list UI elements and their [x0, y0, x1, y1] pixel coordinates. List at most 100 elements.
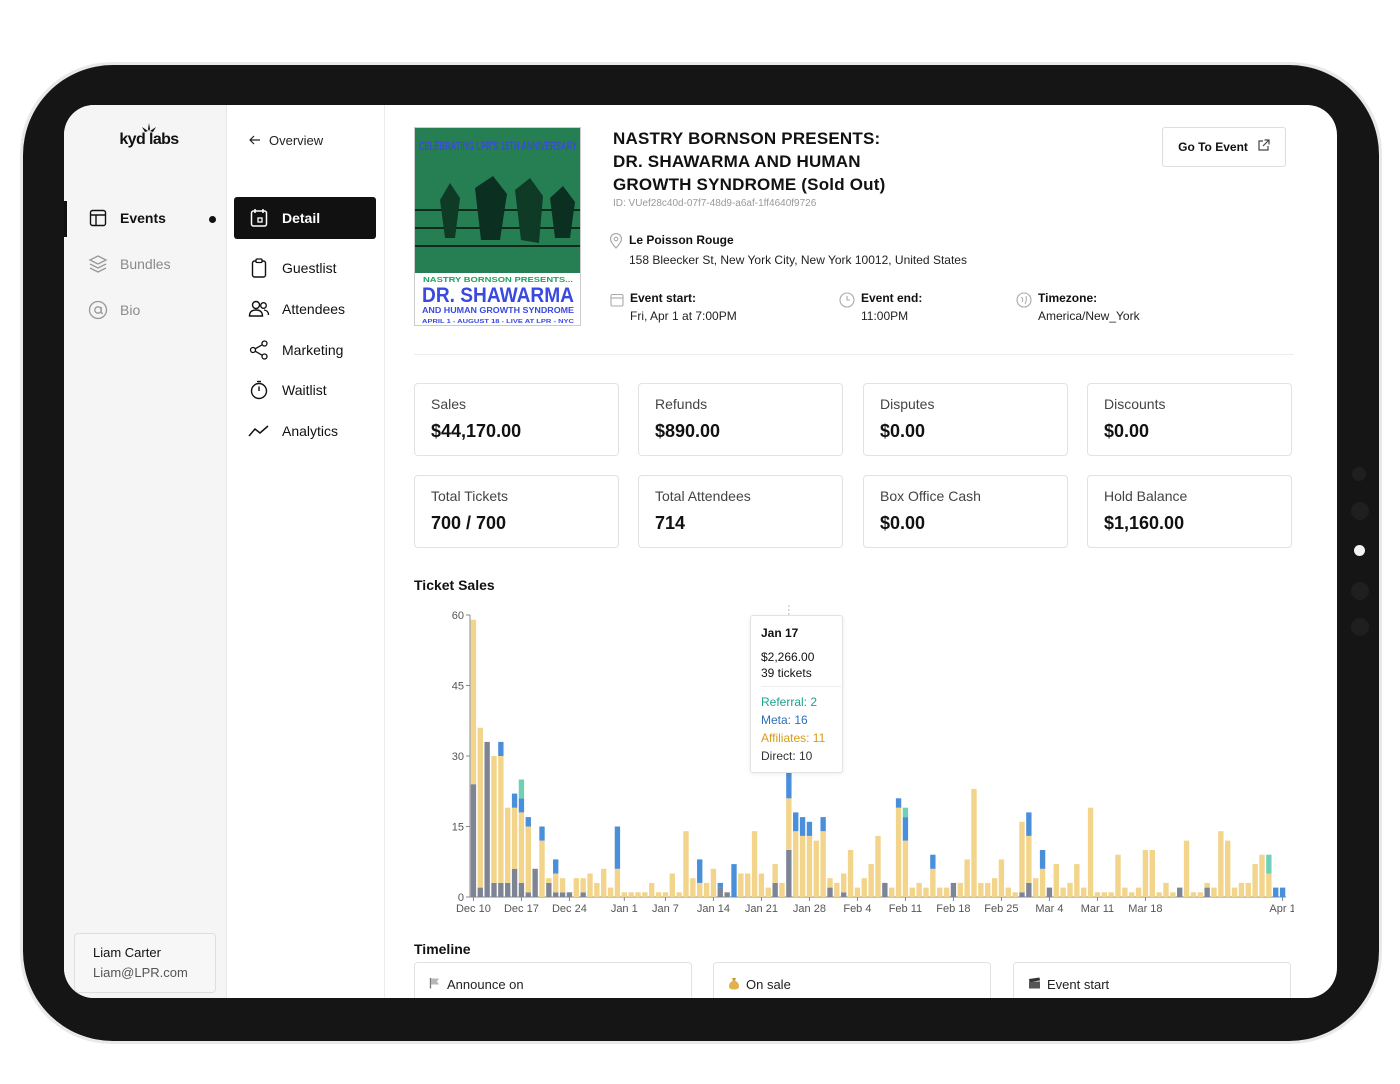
- timeline-label: Announce on: [447, 977, 524, 992]
- bar-segment-affiliates: [1067, 882, 1073, 897]
- bar-segment-affiliates: [1060, 887, 1066, 897]
- bar-segment-meta: [1279, 887, 1286, 897]
- at-icon: [88, 300, 108, 320]
- bar-segment-direct: [717, 887, 723, 897]
- bar-segment-affiliates: [916, 882, 922, 897]
- bar-segment-affiliates: [690, 878, 696, 897]
- poster-footer: APRIL 1 - AUGUST 18 - LIVE AT LPR - NYC: [422, 319, 574, 325]
- ticket-sales-chart[interactable]: 0 15 30 45 60 Dec 10 Dec 17 Dec 24 Jan 1 Jan 7 Jan…: [414, 601, 1294, 919]
- x-tick-label: Feb 11: [889, 903, 922, 915]
- layers-icon: [88, 254, 108, 274]
- bar-segment-meta: [799, 817, 806, 836]
- tab-analytics[interactable]: Analytics: [234, 410, 376, 452]
- calendar-icon: [610, 293, 624, 307]
- tab-marketing[interactable]: Marketing: [234, 329, 376, 371]
- bar-segment-affiliates: [1225, 840, 1231, 897]
- event-subnav: Overview Detail Guestlist Attendees Mark…: [227, 105, 385, 998]
- bar-segment-affiliates: [799, 835, 806, 897]
- bar-segment-affiliates: [820, 831, 826, 897]
- timezone-value: America/New_York: [1038, 309, 1140, 323]
- clock-icon: [839, 292, 855, 308]
- user-card[interactable]: Liam Carter Liam@LPR.com: [74, 933, 216, 993]
- user-name: Liam Carter: [93, 945, 161, 960]
- tooltip-date: Jan 17: [761, 626, 799, 640]
- bar-segment-affiliates: [964, 859, 970, 897]
- divider: [414, 354, 1294, 355]
- poster-presents: NASTRY BORNSON PRESENTS...: [423, 277, 573, 284]
- poster-subline: AND HUMAN GROWTH SYNDROME: [422, 306, 575, 315]
- y-tick-label: 30: [452, 751, 464, 763]
- bar-segment-affiliates: [1218, 831, 1224, 897]
- poster-top-text: CELEBRATING LPR'S 15TH ANNIVERSARY: [419, 139, 577, 153]
- bar-segment-affiliates: [1211, 887, 1217, 897]
- bar-segment-affiliates: [793, 831, 799, 897]
- tab-label: Attendees: [282, 301, 346, 317]
- timeline-card-on-sale[interactable]: On sale: [713, 962, 991, 998]
- main-content: CELEBRATING LPR'S 15TH ANNIVERSARY NASTR…: [385, 105, 1337, 998]
- back-link[interactable]: Overview: [249, 133, 323, 148]
- go-to-event-button[interactable]: Go To Event: [1162, 127, 1286, 167]
- stat-card-box-office-cash: Box Office Cash $0.00: [863, 475, 1068, 548]
- event-poster[interactable]: CELEBRATING LPR'S 15TH ANNIVERSARY NASTR…: [414, 127, 581, 326]
- bar-segment-meta: [511, 793, 518, 808]
- bar-segment-affiliates: [923, 887, 929, 897]
- sidebar-item-bundles[interactable]: Bundles: [64, 246, 227, 282]
- bar-segment-affiliates: [772, 864, 778, 883]
- bar-segment-meta: [717, 882, 723, 888]
- flag-icon: [429, 977, 441, 998]
- venue-address: 158 Bleecker St, New York City, New York…: [629, 253, 967, 267]
- stat-card-sales: Sales $44,170.00: [414, 383, 619, 456]
- bar-segment-affiliates: [985, 882, 991, 897]
- tab-detail[interactable]: Detail: [234, 197, 376, 239]
- bar-segment-affiliates: [1231, 887, 1238, 897]
- x-tick-label: Feb 18: [936, 903, 970, 915]
- sidebar-item-bio[interactable]: Bio: [64, 292, 227, 328]
- bar-segment-affiliates: [1087, 807, 1094, 897]
- globe-icon: [1016, 292, 1032, 308]
- bar-segment-direct: [559, 892, 566, 897]
- bar-segment-affiliates: [875, 835, 881, 897]
- bar-segment-affiliates: [669, 873, 675, 897]
- timeline-card-event-start[interactable]: Event start: [1013, 962, 1291, 998]
- tooltip-referral: Referral: 2: [761, 695, 818, 709]
- poster-headline: DR. SHAWARMA: [422, 284, 574, 307]
- sidebar-item-events[interactable]: Events: [64, 200, 227, 236]
- logo-mark-icon: [142, 123, 156, 132]
- x-tick-label: Jan 7: [652, 903, 679, 915]
- x-tick-label: Jan 14: [697, 903, 730, 915]
- bar-segment-affiliates: [491, 756, 497, 883]
- bar-segment-affiliates: [841, 873, 847, 893]
- stat-value: $0.00: [880, 421, 926, 441]
- bar-segment-meta: [1273, 887, 1279, 897]
- bar-segment-affiliates: [683, 831, 689, 897]
- bar-segment-affiliates: [546, 878, 552, 883]
- venue-name: Le Poisson Rouge: [629, 233, 734, 247]
- bar-segment-affiliates: [998, 859, 1005, 897]
- bar-segment-meta: [697, 859, 703, 883]
- brand-logo[interactable]: kyd labs: [114, 123, 184, 149]
- stat-value: $44,170.00: [431, 421, 522, 441]
- tab-guestlist[interactable]: Guestlist: [234, 247, 376, 289]
- bar-segment-affiliates: [1115, 854, 1121, 897]
- bar-segment-affiliates: [518, 812, 525, 883]
- bar-segment-affiliates: [607, 887, 614, 897]
- timeline-card-announce[interactable]: Announce on: [414, 962, 692, 998]
- stat-value: $0.00: [880, 513, 926, 533]
- back-label: Overview: [269, 133, 324, 148]
- bar-segment-affiliates: [1190, 892, 1197, 897]
- active-indicator: [64, 201, 67, 237]
- bar-segment-affiliates: [498, 756, 504, 883]
- bar-segment-affiliates: [587, 873, 593, 897]
- tooltip-direct: Direct: 10: [761, 749, 813, 763]
- x-tick-label: Dec 10: [456, 903, 491, 915]
- map-pin-icon: [609, 233, 623, 249]
- bar-segment-affiliates: [895, 807, 902, 897]
- trend-icon: [248, 420, 270, 442]
- stat-label: Box Office Cash: [880, 488, 981, 504]
- tab-attendees[interactable]: Attendees: [234, 288, 376, 330]
- stat-label: Hold Balance: [1104, 488, 1188, 504]
- bar-segment-referral: [518, 779, 525, 799]
- bar-segment-direct: [491, 882, 497, 897]
- x-tick-label: Mar 11: [1081, 903, 1114, 915]
- tab-waitlist[interactable]: Waitlist: [234, 369, 376, 411]
